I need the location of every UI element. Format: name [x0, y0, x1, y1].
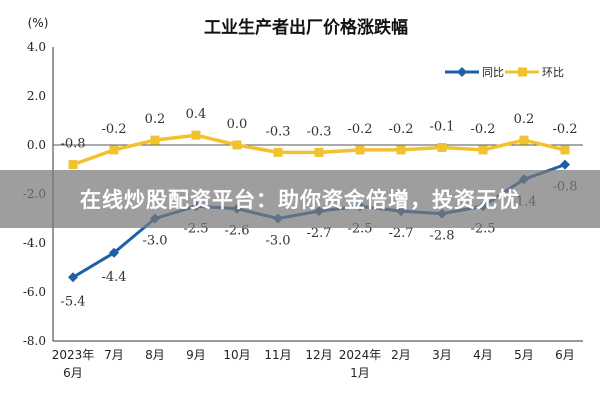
- x-tick-label: 9月: [186, 348, 206, 362]
- data-point: [560, 145, 570, 155]
- data-point: [109, 145, 119, 155]
- watermark-banner: 在线炒股配资平台：助你资金倍增，投资无忧: [0, 170, 600, 228]
- x-tick-label: 2023年: [52, 348, 95, 362]
- data-point: [232, 140, 242, 150]
- data-label: -0.2: [470, 122, 495, 137]
- data-point: [150, 135, 160, 145]
- x-tick-label: 8月: [145, 348, 165, 362]
- data-point: [109, 247, 119, 258]
- y-tick-label: 2.0: [27, 89, 46, 103]
- data-label: -2.7: [388, 226, 413, 241]
- data-label: -0.3: [265, 124, 290, 139]
- data-label: -0.3: [306, 124, 331, 139]
- legend: 同比 环比: [445, 66, 564, 79]
- x-tick-label: 6月: [63, 366, 83, 380]
- data-label: -3.0: [142, 234, 167, 249]
- data-label: -2.8: [429, 229, 454, 244]
- x-tick-label: 1月: [350, 366, 370, 380]
- data-label: -3.0: [265, 234, 290, 249]
- data-point: [519, 135, 529, 145]
- data-label: 0.2: [145, 112, 166, 127]
- x-tick-label: 5月: [514, 348, 534, 362]
- data-label: -0.1: [429, 119, 454, 134]
- legend-marker: [518, 67, 527, 77]
- data-label: -0.2: [101, 122, 126, 137]
- data-point: [191, 130, 201, 140]
- data-label: 0.2: [514, 112, 535, 127]
- data-label: 0.4: [186, 107, 207, 122]
- data-point: [437, 142, 447, 152]
- data-label: -0.8: [60, 137, 85, 152]
- banner-text: 在线炒股配资平台：助你资金倍增，投资无忧: [80, 188, 520, 212]
- x-tick-label: 7月: [104, 348, 124, 362]
- x-tick-label: 2024年: [339, 348, 382, 362]
- data-point: [68, 272, 78, 283]
- y-tick-label: -6.0: [23, 285, 46, 299]
- y-tick-label: -8.0: [23, 334, 46, 348]
- legend-label: 环比: [542, 66, 564, 79]
- series-mom: -0.8 -0.2 0.2 0.4 0.0 -0.3 -0.3 -0.2 -0.2 -0.1 -0.…: [60, 107, 578, 170]
- data-point: [68, 160, 78, 170]
- data-label: 0.0: [227, 117, 248, 132]
- x-tick-label: 11月: [264, 348, 291, 362]
- data-label: -0.2: [552, 122, 577, 137]
- x-tick-label: 6月: [555, 348, 575, 362]
- chart-title: 工业生产者出厂价格涨跌幅: [204, 17, 408, 38]
- y-tick-label: -4.0: [23, 236, 46, 250]
- data-label: -4.4: [101, 270, 126, 285]
- data-point: [396, 145, 406, 155]
- data-point: [355, 145, 365, 155]
- x-tick-label: 12月: [305, 348, 332, 362]
- data-label: -0.2: [388, 122, 413, 137]
- data-label: -5.4: [60, 294, 85, 309]
- x-tick-label: 3月: [432, 348, 452, 362]
- y-tick-label: 0.0: [27, 138, 46, 152]
- legend-marker: [457, 67, 467, 77]
- data-label: -0.2: [347, 122, 372, 137]
- data-point: [314, 147, 324, 157]
- legend-label: 同比: [482, 66, 504, 79]
- x-tick-label: 4月: [473, 348, 493, 362]
- data-point: [273, 147, 283, 157]
- data-point: [478, 145, 488, 155]
- data-label: -2.7: [306, 226, 331, 241]
- data-point: [560, 159, 570, 170]
- y-axis-unit-label: (%): [28, 16, 49, 30]
- y-tick-label: 4.0: [27, 40, 46, 54]
- x-tick-label: 10月: [223, 348, 250, 362]
- x-axis-ticks: 2023年 6月 7月 8月 9月 10月 11月 12月 2024年 1月 2月 3月 4月 5月 6月: [52, 348, 575, 380]
- x-tick-label: 2月: [391, 348, 411, 362]
